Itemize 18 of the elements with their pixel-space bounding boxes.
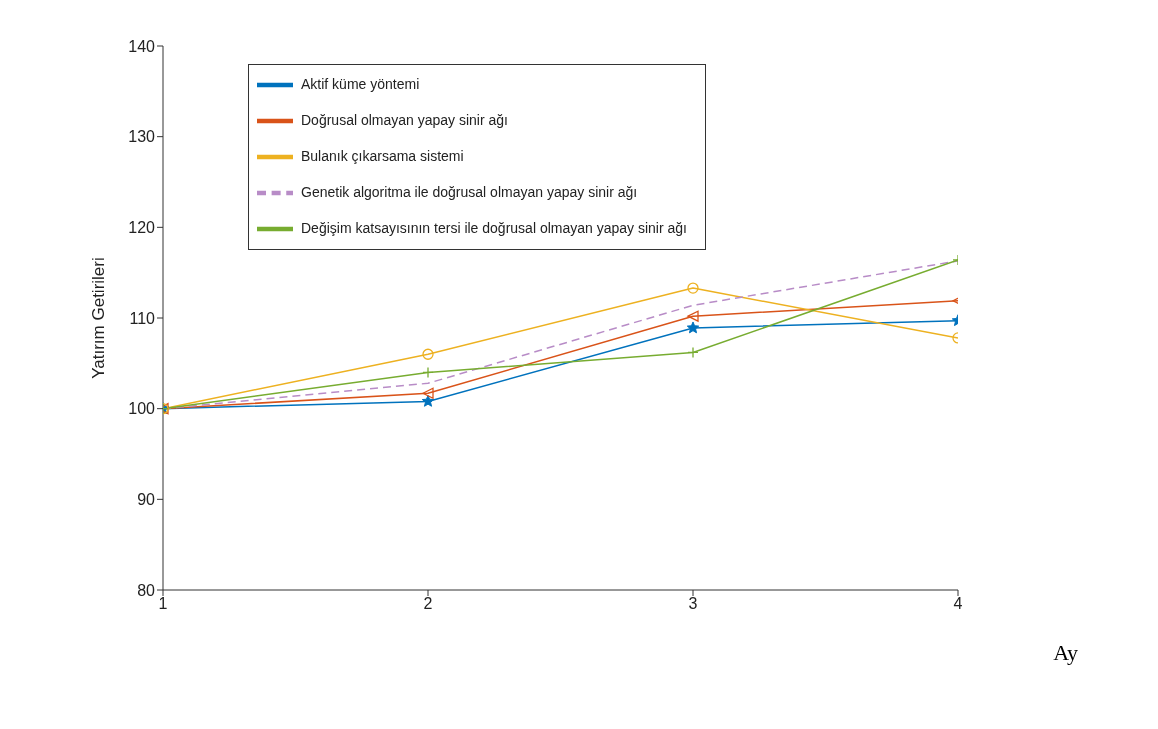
- legend-label: Aktif küme yöntemi: [301, 75, 420, 92]
- legend-label: Genetik algoritma ile doğrusal olmayan yapay sinir ağı: [301, 183, 638, 200]
- x-axis-title: Ay: [1053, 640, 1078, 665]
- y-axis-title: Yatırım Getirileri: [89, 257, 109, 379]
- y-tick-label: 100: [128, 400, 156, 418]
- x-tick-label: 4: [953, 595, 963, 613]
- y-tick-label: 110: [129, 309, 156, 327]
- y-tick-label: 140: [128, 37, 156, 55]
- y-tick-label: 90: [137, 491, 156, 509]
- y-tick-label: 120: [128, 219, 156, 237]
- legend-label: Bulanık çıkarsama sistemi: [301, 147, 464, 164]
- legend-label: Değişim katsayısının tersi ile doğrusal olmayan yapay sinir ağı: [301, 219, 687, 236]
- x-tick-label: 3: [688, 595, 698, 613]
- y-tick-label: 130: [128, 128, 156, 146]
- x-tick-label: 1: [158, 595, 168, 613]
- y-tick-label: 80: [137, 581, 156, 599]
- legend-label: Doğrusal olmayan yapay sinir ağı: [301, 111, 508, 128]
- x-tick-label: 2: [423, 595, 433, 613]
